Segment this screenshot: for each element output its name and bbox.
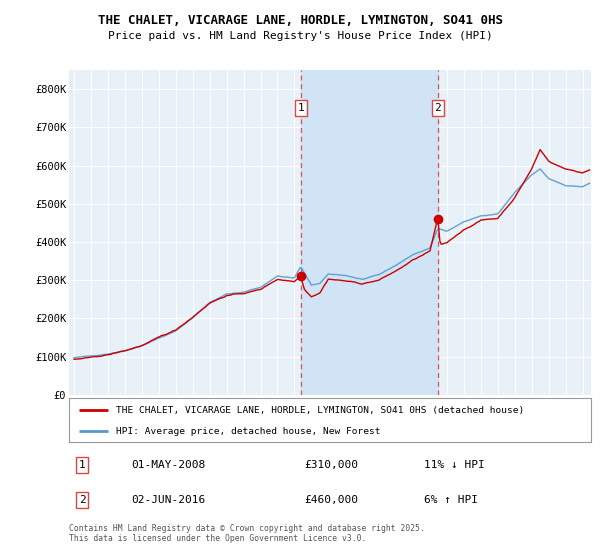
Text: HPI: Average price, detached house, New Forest: HPI: Average price, detached house, New …	[116, 427, 380, 436]
Text: Price paid vs. HM Land Registry's House Price Index (HPI): Price paid vs. HM Land Registry's House …	[107, 31, 493, 41]
Text: £460,000: £460,000	[304, 495, 358, 505]
Text: THE CHALET, VICARAGE LANE, HORDLE, LYMINGTON, SO41 0HS: THE CHALET, VICARAGE LANE, HORDLE, LYMIN…	[97, 14, 503, 27]
Text: 6% ↑ HPI: 6% ↑ HPI	[424, 495, 478, 505]
Text: £310,000: £310,000	[304, 460, 358, 470]
Text: 1: 1	[79, 460, 85, 470]
Text: 02-JUN-2016: 02-JUN-2016	[131, 495, 206, 505]
Text: Contains HM Land Registry data © Crown copyright and database right 2025.
This d: Contains HM Land Registry data © Crown c…	[69, 524, 425, 543]
Text: 2: 2	[434, 103, 441, 113]
Text: 1: 1	[298, 103, 304, 113]
Text: THE CHALET, VICARAGE LANE, HORDLE, LYMINGTON, SO41 0HS (detached house): THE CHALET, VICARAGE LANE, HORDLE, LYMIN…	[116, 405, 524, 414]
Bar	[301, 70, 438, 395]
Text: 2: 2	[79, 495, 85, 505]
Text: 11% ↓ HPI: 11% ↓ HPI	[424, 460, 485, 470]
Text: 01-MAY-2008: 01-MAY-2008	[131, 460, 206, 470]
